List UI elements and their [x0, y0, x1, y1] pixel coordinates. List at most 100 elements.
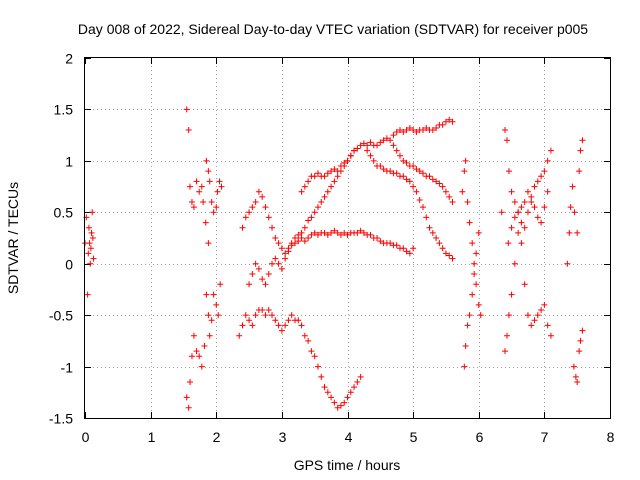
data-point — [85, 250, 92, 257]
data-point — [576, 348, 583, 355]
series-arc-0630h — [498, 127, 554, 216]
data-point — [360, 140, 367, 147]
data-point — [413, 188, 420, 195]
data-point — [534, 312, 541, 319]
data-point — [217, 281, 224, 288]
data-point — [311, 209, 318, 216]
data-point — [314, 170, 321, 177]
data-point — [188, 199, 195, 205]
data-point — [459, 188, 466, 195]
data-point — [471, 271, 478, 277]
data-point — [410, 163, 417, 169]
data-point — [252, 312, 259, 319]
data-point — [205, 168, 212, 175]
data-point — [255, 265, 262, 272]
data-point — [90, 255, 97, 262]
data-point — [433, 178, 440, 185]
data-point — [393, 147, 400, 154]
data-point — [324, 170, 331, 177]
data-point — [464, 199, 471, 205]
data-point — [511, 199, 518, 205]
series-arc-0545h — [459, 157, 484, 319]
series-arc-0630h-low — [502, 229, 554, 355]
data-point — [351, 147, 358, 154]
data-point — [249, 271, 256, 277]
data-point — [466, 312, 473, 319]
data-point — [187, 183, 193, 190]
data-point — [419, 170, 426, 177]
data-point — [518, 219, 525, 226]
data-point — [524, 209, 531, 216]
data-point — [419, 127, 426, 133]
data-point — [334, 168, 341, 175]
data-point — [305, 217, 312, 224]
data-point — [462, 157, 469, 164]
series-arc-0230h-c — [246, 147, 358, 288]
data-point — [215, 312, 222, 319]
x-tick-label: 6 — [476, 429, 484, 445]
data-point — [383, 135, 390, 142]
data-point — [208, 317, 215, 324]
data-point — [511, 260, 518, 267]
data-point — [88, 229, 95, 236]
data-point — [324, 188, 331, 195]
data-point — [285, 245, 292, 252]
data-point — [198, 363, 205, 370]
data-point — [566, 229, 573, 236]
x-tick-label: 4 — [345, 429, 353, 445]
data-point — [295, 231, 302, 238]
data-point — [305, 235, 312, 241]
y-tick-label: -1 — [61, 360, 74, 376]
data-point — [567, 204, 574, 211]
data-point — [213, 204, 220, 211]
data-point — [331, 178, 338, 185]
data-point — [570, 363, 577, 370]
data-point — [475, 301, 482, 308]
data-point — [341, 399, 348, 406]
data-point — [328, 168, 335, 175]
data-point — [446, 193, 453, 200]
data-point — [193, 348, 200, 355]
data-point — [393, 242, 400, 249]
data-point — [202, 219, 209, 226]
data-point — [538, 173, 545, 180]
x-tick-label: 3 — [279, 429, 287, 445]
series-arc-0230h-b — [239, 188, 417, 257]
data-point — [321, 193, 328, 200]
data-point — [295, 317, 302, 324]
data-point — [246, 281, 253, 288]
data-point — [203, 291, 210, 298]
data-point — [259, 276, 266, 283]
data-point — [433, 235, 440, 241]
data-point — [569, 183, 576, 190]
data-point — [521, 224, 528, 231]
data-point — [318, 373, 325, 380]
data-point — [246, 209, 253, 216]
data-point — [242, 214, 249, 221]
data-point — [439, 121, 446, 128]
data-point — [442, 188, 449, 195]
data-point — [446, 252, 453, 259]
x-tick-label: 7 — [541, 429, 549, 445]
data-point — [464, 322, 471, 329]
data-point — [262, 312, 269, 319]
data-point — [503, 332, 510, 339]
data-point — [367, 152, 374, 159]
chart-title: Day 008 of 2022, Sidereal Day-to-day VTE… — [78, 21, 588, 37]
data-point — [295, 238, 302, 245]
data-point — [252, 260, 259, 267]
x-tick-label: 1 — [148, 429, 156, 445]
data-point — [305, 337, 312, 344]
data-point — [357, 227, 364, 234]
series-arc-0430h-f — [390, 142, 456, 205]
data-point — [528, 193, 535, 200]
data-point — [282, 255, 289, 262]
data-points — [82, 106, 586, 411]
data-point — [285, 317, 292, 324]
y-tick-label: 0 — [65, 257, 73, 273]
data-point — [272, 235, 279, 241]
data-point — [292, 235, 298, 241]
data-point — [298, 188, 305, 195]
data-point — [528, 322, 535, 329]
